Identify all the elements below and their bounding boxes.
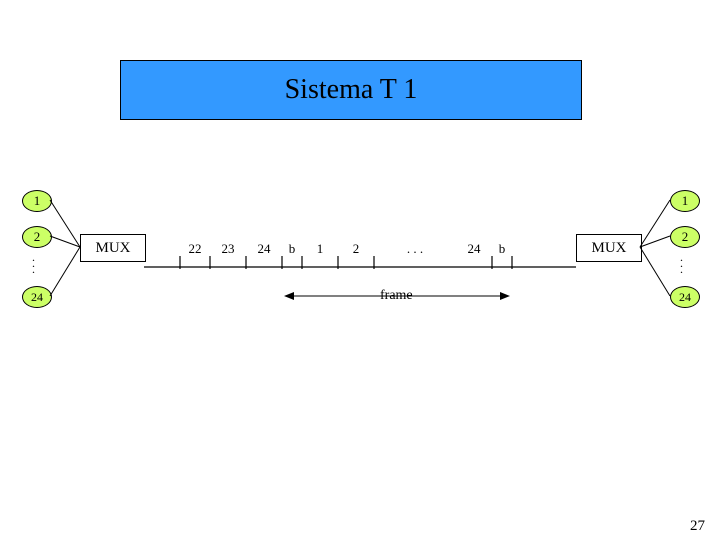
timeline-cell: b	[490, 241, 514, 257]
timeline-cell: . . .	[403, 241, 427, 257]
timeline-cell: b	[280, 241, 304, 257]
timeline-cell: 22	[183, 241, 207, 257]
timeline-cell: 24	[462, 241, 486, 257]
timeline-cell: 1	[308, 241, 332, 257]
timeline-cell: 23	[216, 241, 240, 257]
timeline-cell: 24	[252, 241, 276, 257]
diagram-lines	[0, 0, 720, 540]
timeline-cell: 2	[344, 241, 368, 257]
